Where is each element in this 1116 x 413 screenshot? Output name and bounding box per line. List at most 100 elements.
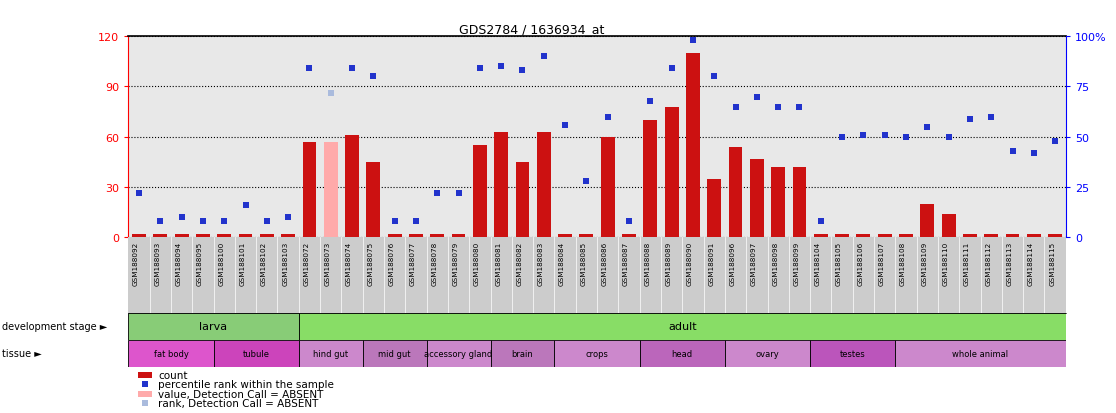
- Text: GSM188105: GSM188105: [836, 241, 843, 285]
- Text: fat body: fat body: [154, 349, 189, 358]
- Text: GSM188085: GSM188085: [580, 241, 586, 285]
- Text: GSM188098: GSM188098: [772, 241, 778, 285]
- Text: GSM188099: GSM188099: [793, 241, 799, 285]
- Text: GSM188096: GSM188096: [730, 241, 735, 285]
- Bar: [128, 340, 213, 367]
- Bar: [153, 234, 167, 237]
- Bar: [984, 234, 998, 237]
- Bar: [622, 234, 636, 237]
- Text: count: count: [158, 370, 187, 380]
- Bar: [132, 234, 146, 237]
- Text: GSM188095: GSM188095: [196, 241, 203, 285]
- Bar: [324, 142, 338, 237]
- Bar: [302, 142, 316, 237]
- Bar: [281, 234, 295, 237]
- Bar: [137, 392, 152, 397]
- Text: GSM188089: GSM188089: [665, 241, 672, 285]
- Bar: [814, 234, 828, 237]
- Text: GSM188088: GSM188088: [644, 241, 651, 285]
- Bar: [878, 234, 892, 237]
- Text: GSM188093: GSM188093: [154, 241, 161, 285]
- Bar: [213, 340, 299, 367]
- Bar: [387, 234, 402, 237]
- Bar: [491, 340, 555, 367]
- Text: whole animal: whole animal: [952, 349, 1009, 358]
- Bar: [708, 179, 721, 237]
- Bar: [555, 340, 639, 367]
- Bar: [686, 54, 700, 237]
- Text: mid gut: mid gut: [378, 349, 411, 358]
- Text: GSM188091: GSM188091: [709, 241, 714, 285]
- Bar: [963, 234, 976, 237]
- Bar: [175, 234, 189, 237]
- Text: brain: brain: [511, 349, 533, 358]
- Bar: [600, 138, 615, 237]
- Text: accessory gland: accessory gland: [424, 349, 492, 358]
- Bar: [426, 340, 491, 367]
- Text: ovary: ovary: [756, 349, 779, 358]
- Bar: [128, 313, 299, 340]
- Text: GSM188111: GSM188111: [964, 241, 970, 285]
- Bar: [363, 340, 426, 367]
- Text: GSM188101: GSM188101: [240, 241, 246, 285]
- Text: GSM188077: GSM188077: [410, 241, 416, 285]
- Text: adult: adult: [668, 321, 696, 331]
- Bar: [644, 121, 657, 237]
- Text: GSM188072: GSM188072: [304, 241, 309, 285]
- Bar: [196, 234, 210, 237]
- Text: value, Detection Call = ABSENT: value, Detection Call = ABSENT: [158, 389, 324, 399]
- Text: GSM188075: GSM188075: [367, 241, 374, 285]
- Bar: [299, 313, 1066, 340]
- Text: crops: crops: [586, 349, 608, 358]
- Bar: [856, 234, 870, 237]
- Bar: [771, 168, 785, 237]
- Bar: [516, 162, 529, 237]
- Bar: [452, 234, 465, 237]
- Text: head: head: [672, 349, 693, 358]
- Text: GSM188082: GSM188082: [517, 241, 522, 285]
- Text: tissue ►: tissue ►: [2, 349, 42, 358]
- Bar: [494, 133, 508, 237]
- Text: GSM188110: GSM188110: [943, 241, 949, 285]
- Text: GSM188112: GSM188112: [985, 241, 991, 285]
- Bar: [473, 146, 487, 237]
- Bar: [239, 234, 252, 237]
- Text: GSM188083: GSM188083: [538, 241, 543, 285]
- Bar: [260, 234, 273, 237]
- Text: larva: larva: [200, 321, 228, 331]
- Text: GSM188090: GSM188090: [687, 241, 693, 285]
- Text: GSM188076: GSM188076: [388, 241, 395, 285]
- Bar: [729, 147, 742, 237]
- Text: GSM188113: GSM188113: [1007, 241, 1012, 285]
- Text: GSM188087: GSM188087: [623, 241, 629, 285]
- Text: development stage ►: development stage ►: [2, 321, 107, 331]
- Bar: [899, 234, 913, 237]
- Text: GSM188073: GSM188073: [325, 241, 330, 285]
- Bar: [410, 234, 423, 237]
- Bar: [725, 340, 810, 367]
- Text: GSM188084: GSM188084: [559, 241, 565, 285]
- Text: GSM188115: GSM188115: [1049, 241, 1055, 285]
- Bar: [665, 107, 679, 237]
- Text: GSM188106: GSM188106: [857, 241, 864, 285]
- Text: GSM188094: GSM188094: [175, 241, 182, 285]
- Bar: [1027, 234, 1041, 237]
- Bar: [810, 340, 895, 367]
- Bar: [1006, 234, 1019, 237]
- Title: GDS2784 / 1636934_at: GDS2784 / 1636934_at: [459, 23, 604, 36]
- Bar: [639, 340, 725, 367]
- Text: GSM188102: GSM188102: [261, 241, 267, 285]
- Bar: [366, 162, 381, 237]
- Text: GSM188097: GSM188097: [751, 241, 757, 285]
- Text: GSM188107: GSM188107: [878, 241, 885, 285]
- Text: percentile rank within the sample: percentile rank within the sample: [158, 379, 334, 389]
- Bar: [895, 340, 1066, 367]
- Text: GSM188114: GSM188114: [1028, 241, 1033, 285]
- Bar: [299, 340, 363, 367]
- Text: GSM188080: GSM188080: [474, 241, 480, 285]
- Text: rank, Detection Call = ABSENT: rank, Detection Call = ABSENT: [158, 399, 319, 408]
- Text: testes: testes: [840, 349, 866, 358]
- Bar: [750, 159, 763, 237]
- Text: GSM188074: GSM188074: [346, 241, 352, 285]
- Bar: [1048, 234, 1062, 237]
